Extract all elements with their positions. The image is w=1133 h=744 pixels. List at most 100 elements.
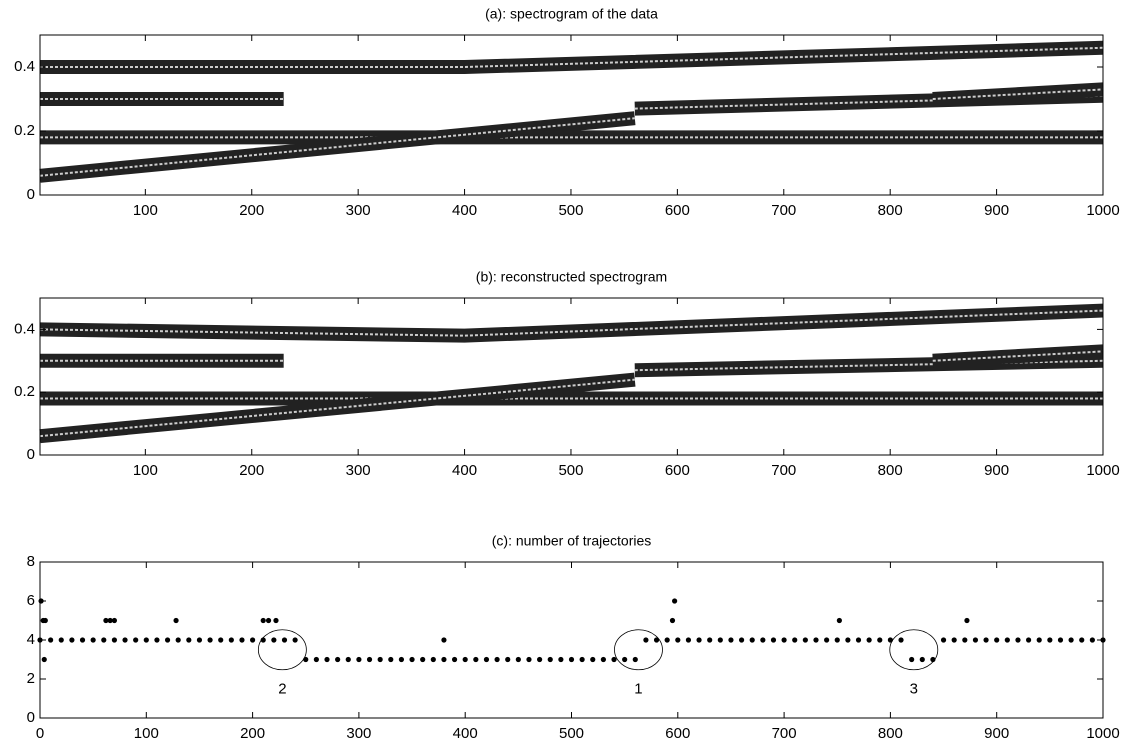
point (483, 656, 490, 663)
point (792, 637, 798, 643)
point (845, 637, 851, 643)
point (41, 656, 47, 663)
point (919, 656, 925, 663)
point (173, 617, 179, 624)
point (600, 656, 606, 663)
point (622, 656, 628, 663)
point (770, 637, 777, 643)
point (738, 637, 745, 643)
x-tick-label: 600 (665, 725, 690, 742)
x-tick-label: 900 (984, 462, 1009, 479)
axes-box (39, 34, 1104, 196)
point (462, 656, 468, 663)
point (728, 637, 734, 643)
annotation-label: 3 (910, 681, 918, 698)
point (515, 656, 521, 663)
x-tick-label: 700 (772, 725, 797, 742)
point (154, 637, 160, 643)
point (1079, 637, 1085, 643)
annotation-ellipse (614, 629, 663, 671)
x-tick-label: 400 (452, 202, 477, 219)
point (964, 617, 970, 624)
point (79, 637, 86, 643)
x-tick-label: 400 (452, 462, 477, 479)
track-core (932, 350, 1104, 362)
point (69, 637, 75, 643)
point (345, 656, 351, 663)
point (940, 637, 947, 643)
x-tick-label: 100 (133, 462, 158, 479)
annotation-ellipse (889, 629, 939, 671)
x-tick-label: 500 (558, 202, 583, 219)
point (547, 656, 553, 663)
point (250, 637, 256, 643)
x-tick-label: 800 (878, 202, 903, 219)
point (877, 637, 883, 643)
point (685, 637, 692, 643)
track-core (40, 46, 1104, 68)
annotation-ellipse (257, 629, 307, 671)
point (537, 656, 543, 663)
x-tick-label: 200 (240, 725, 265, 742)
x-tick-label: 600 (665, 202, 690, 219)
point (42, 617, 48, 624)
track-core (39, 378, 635, 438)
point (866, 637, 872, 643)
point (696, 637, 702, 643)
point (377, 656, 383, 663)
point (898, 637, 904, 643)
x-tick-label: 0 (36, 725, 44, 742)
annotation-label: 2 (278, 681, 286, 698)
point (356, 656, 362, 663)
point (111, 617, 118, 624)
y-tick-label: 0.2 (14, 383, 35, 400)
point (207, 637, 213, 643)
point (672, 598, 678, 604)
x-tick-label: 700 (771, 202, 796, 219)
point (962, 637, 968, 643)
point (494, 656, 500, 663)
x-tick-label: 1000 (1086, 725, 1119, 742)
point (855, 637, 862, 643)
point (887, 637, 894, 643)
point (175, 637, 181, 643)
point (1015, 637, 1021, 643)
x-tick-label: 100 (134, 725, 159, 742)
point (107, 617, 113, 624)
point (292, 637, 298, 643)
point (749, 637, 755, 643)
point (951, 637, 957, 643)
point (122, 637, 128, 643)
axes-box (39, 297, 1104, 456)
point (324, 656, 330, 663)
point (313, 656, 319, 663)
point (824, 637, 830, 643)
x-tick-label: 600 (665, 462, 690, 479)
chart-title: (a): spectrogram of the data (485, 6, 658, 22)
point (303, 656, 309, 663)
point (1089, 637, 1095, 643)
point (473, 656, 479, 663)
point (909, 656, 915, 663)
y-tick-label: 0 (27, 709, 35, 726)
x-tick-label: 400 (453, 725, 478, 742)
point (994, 637, 1000, 643)
point (186, 637, 192, 643)
point (228, 637, 234, 643)
point (103, 617, 109, 624)
chart-title: (c): number of trajectories (492, 533, 652, 549)
point (335, 656, 341, 663)
x-tick-label: 900 (984, 202, 1009, 219)
point (611, 656, 617, 663)
x-tick-label: 500 (558, 462, 583, 479)
point (664, 637, 670, 643)
point (1057, 637, 1064, 643)
point (834, 637, 840, 643)
y-tick-label: 0 (27, 446, 35, 463)
point (441, 656, 447, 663)
point (836, 617, 842, 624)
x-tick-label: 800 (878, 462, 903, 479)
point (972, 637, 979, 643)
point (58, 637, 64, 643)
point (1036, 637, 1042, 643)
